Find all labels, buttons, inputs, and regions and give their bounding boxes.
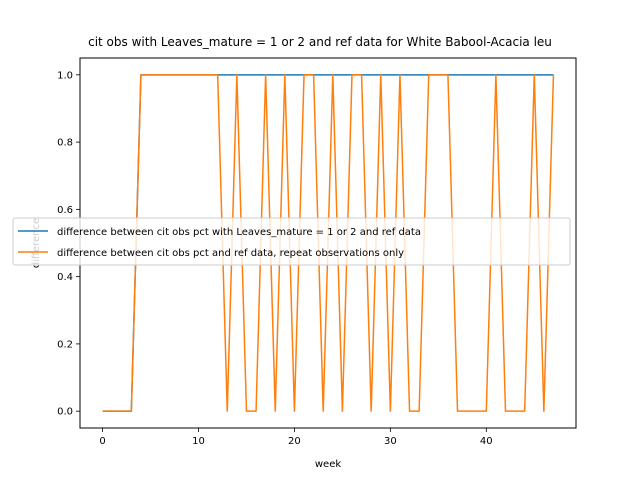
y-axis: 0.0 0.2 0.4 0.6 0.8 1.0 bbox=[57, 70, 80, 418]
x-tick-label: 40 bbox=[480, 436, 493, 447]
x-axis: 0 10 20 30 40 bbox=[99, 428, 493, 447]
chart-title: cit obs with Leaves_mature = 1 or 2 and … bbox=[88, 35, 552, 49]
legend-label-series-2: difference between cit obs pct and ref d… bbox=[57, 248, 404, 259]
x-tick-label: 0 bbox=[99, 436, 105, 447]
y-tick-label: 0.0 bbox=[57, 407, 73, 418]
y-tick-label: 0.4 bbox=[57, 272, 73, 283]
legend-label-series-1: difference between cit obs pct with Leav… bbox=[57, 227, 421, 238]
x-tick-label: 30 bbox=[384, 436, 397, 447]
x-tick-label: 10 bbox=[192, 436, 205, 447]
y-tick-label: 0.6 bbox=[57, 205, 73, 216]
x-tick-label: 20 bbox=[288, 436, 301, 447]
x-axis-label: week bbox=[315, 459, 341, 470]
y-tick-label: 0.2 bbox=[57, 339, 73, 350]
y-tick-label: 0.8 bbox=[57, 138, 73, 149]
legend: difference between cit obs pct with Leav… bbox=[12, 217, 571, 266]
y-tick-label: 1.0 bbox=[57, 70, 73, 81]
legend-box bbox=[12, 217, 571, 266]
